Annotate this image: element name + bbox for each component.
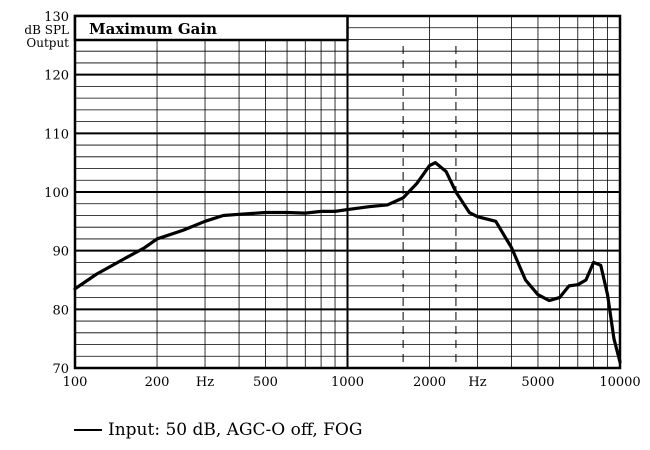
x-unit-label: Hz [196,375,214,390]
y-tick-label: 120 [44,69,69,84]
x-tick-labels: 100 200 500 1000 2000 5000 10000 Hz Hz [63,375,641,390]
legend-label: Input: 50 dB, AGC-O off, FOG [108,420,363,440]
x-unit-label: Hz [468,375,486,390]
y-tick-label: 130 [44,10,69,25]
x-tick-label: 100 [63,375,88,390]
x-tick-label: 200 [145,375,170,390]
x-tick-label: 10000 [599,375,640,390]
series-line-0 [73,161,622,364]
chart-title: Maximum Gain [89,20,217,38]
series-layer [73,161,622,364]
y-axis-label-line2: Output [26,36,69,50]
x-tick-label: 5000 [521,375,554,390]
y-tick-label: 90 [52,245,69,260]
y-tick-label: 80 [52,303,69,318]
legend-line-swatch [74,429,102,431]
title-box: Maximum Gain [73,14,349,42]
x-tick-label: 1000 [331,375,364,390]
title-rect [73,14,349,42]
grid [75,16,620,368]
y-axis-label-line1: dB SPL [24,23,69,37]
y-tick-label: 100 [44,186,69,201]
legend: Input: 50 dB, AGC-O off, FOG [74,420,362,440]
y-tick-label: 70 [52,362,69,377]
y-tick-label: 110 [44,127,69,142]
x-tick-label: 2000 [413,375,446,390]
x-tick-label: 500 [253,375,278,390]
y-tick-labels: 70 80 90 100 110 120 130 [44,10,69,377]
